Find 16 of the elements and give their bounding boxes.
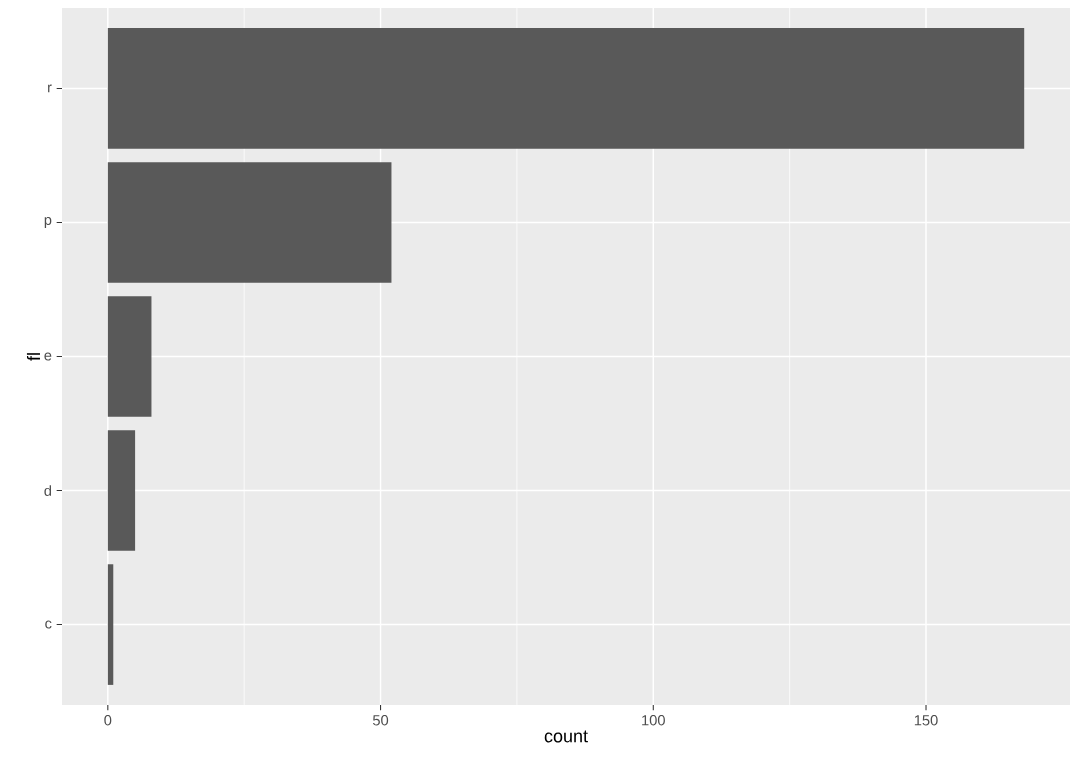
bar bbox=[107, 28, 1025, 149]
x-tick-label: 0 bbox=[104, 715, 112, 726]
y-tick-label: e bbox=[44, 352, 52, 361]
bar bbox=[107, 162, 392, 283]
x-tick-label: 150 bbox=[914, 715, 938, 726]
y-tick-label: p bbox=[44, 217, 52, 228]
y-tick-label: c bbox=[45, 620, 52, 629]
y-tick-label: r bbox=[48, 84, 52, 93]
x-tick-label: 100 bbox=[642, 715, 665, 726]
bar bbox=[107, 296, 152, 417]
bar bbox=[107, 430, 136, 551]
y-tick-label: d bbox=[44, 485, 52, 496]
y-axis-title: fl bbox=[26, 353, 40, 361]
x-axis-title: count bbox=[544, 730, 588, 743]
x-tick-label: 50 bbox=[372, 715, 389, 726]
bar bbox=[107, 564, 114, 685]
